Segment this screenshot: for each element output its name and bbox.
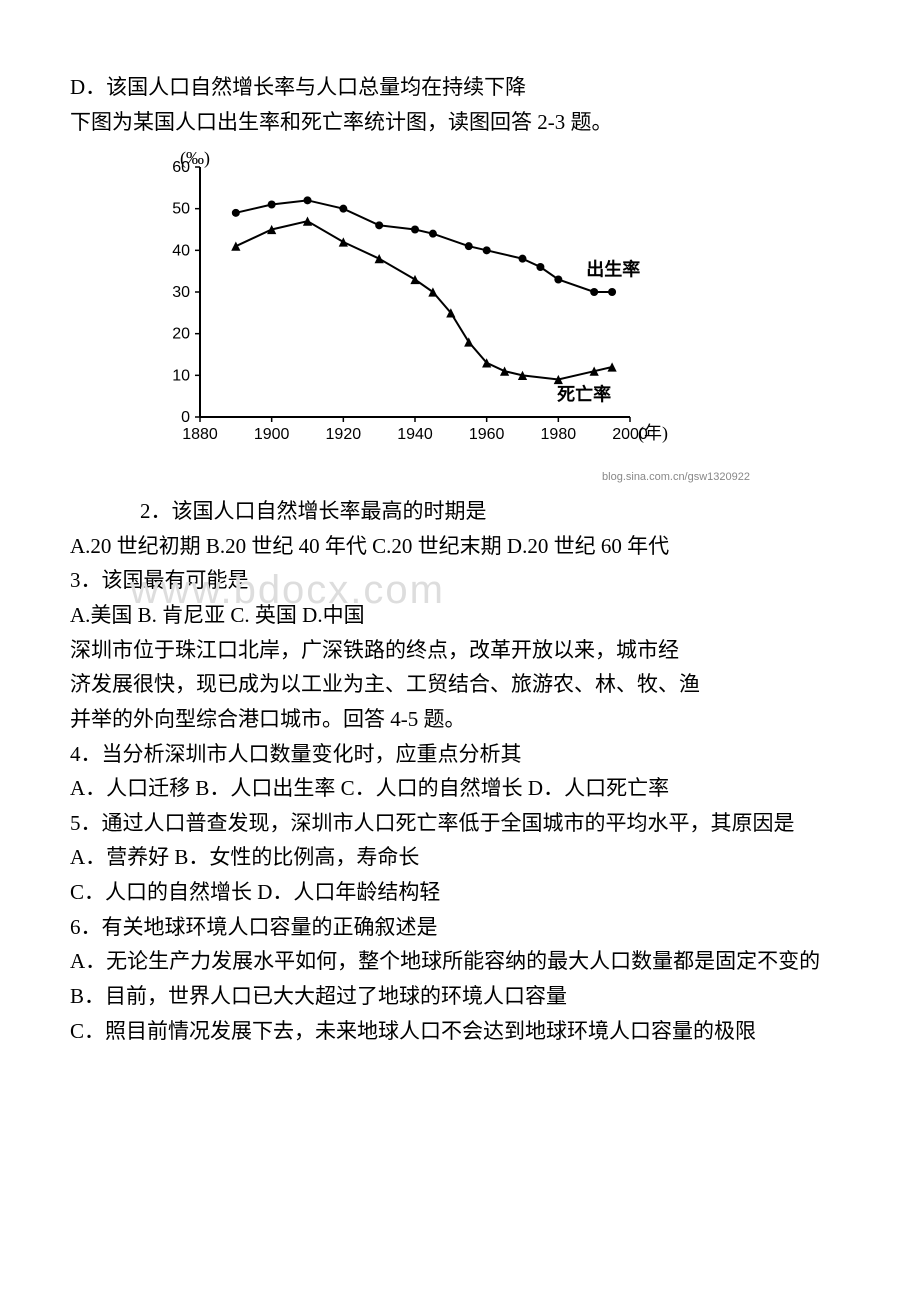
q6-opt-a: A．无论生产力发展水平如何，整个地球所能容纳的最大人口数量都是固定不变的 <box>70 944 850 979</box>
svg-text:1980: 1980 <box>541 426 577 443</box>
passage45-l3: 并举的外向型综合港口城市。回答 4-5 题。 <box>70 702 850 737</box>
svg-text:1920: 1920 <box>326 426 362 443</box>
q5-opt-cd: C．人口的自然增长 D．人口年龄结构轻 <box>70 875 850 910</box>
q6-stem: 6．有关地球环境人口容量的正确叙述是 <box>70 910 850 945</box>
q3-stem: 3．该国最有可能是 <box>70 563 850 598</box>
option-d-text: D．该国人口自然增长率与人口总量均在持续下降 <box>70 70 850 105</box>
svg-text:50: 50 <box>172 201 190 218</box>
chart-intro: 下图为某国人口出生率和死亡率统计图，读图回答 2-3 题。 <box>70 105 850 140</box>
svg-text:20: 20 <box>172 326 190 343</box>
q4-options: A．人口迁移 B．人口出生率 C．人口的自然增长 D．人口死亡率 <box>70 771 850 806</box>
svg-text:出生率: 出生率 <box>586 259 640 280</box>
svg-text:1940: 1940 <box>397 426 433 443</box>
q5-opt-ab: A．营养好 B．女性的比例高，寿命长 <box>70 840 850 875</box>
svg-text:(年): (年) <box>638 423 668 444</box>
svg-text:1960: 1960 <box>469 426 505 443</box>
svg-text:30: 30 <box>172 284 190 301</box>
svg-text:死亡率: 死亡率 <box>557 384 611 405</box>
blog-credit: blog.sina.com.cn/gsw1320922 <box>130 468 750 486</box>
q6-opt-c: C．照目前情况发展下去，未来地球人口不会达到地球环境人口容量的极限 <box>70 1014 850 1049</box>
q4-stem: 4．当分析深圳市人口数量变化时，应重点分析其 <box>70 737 850 772</box>
q2-options: A.20 世纪初期 B.20 世纪 40 年代 C.20 世纪末期 D.20 世… <box>70 529 850 564</box>
q3-options: A.美国 B. 肯尼亚 C. 英国 D.中国 <box>70 598 850 633</box>
svg-text:(‰): (‰) <box>180 148 210 169</box>
passage45-l1: 深圳市位于珠江口北岸，广深铁路的终点，改革开放以来，城市经 <box>70 633 850 668</box>
svg-text:40: 40 <box>172 243 190 260</box>
q5-stem: 5．通过人口普查发现，深圳市人口死亡率低于全国城市的平均水平，其原因是 <box>70 806 850 841</box>
birth-death-rate-chart: 0102030405060188019001920194019601980200… <box>130 147 850 486</box>
svg-text:10: 10 <box>172 368 190 385</box>
q2-stem: 2．该国人口自然增长率最高的时期是 <box>140 494 850 529</box>
svg-text:0: 0 <box>181 409 190 426</box>
chart-svg: 0102030405060188019001920194019601980200… <box>130 147 690 457</box>
passage45-l2: 济发展很快，现已成为以工业为主、工贸结合、旅游农、林、牧、渔 <box>70 667 850 702</box>
svg-text:1880: 1880 <box>182 426 218 443</box>
q6-opt-b: B．目前，世界人口已大大超过了地球的环境人口容量 <box>70 979 850 1014</box>
svg-text:1900: 1900 <box>254 426 290 443</box>
